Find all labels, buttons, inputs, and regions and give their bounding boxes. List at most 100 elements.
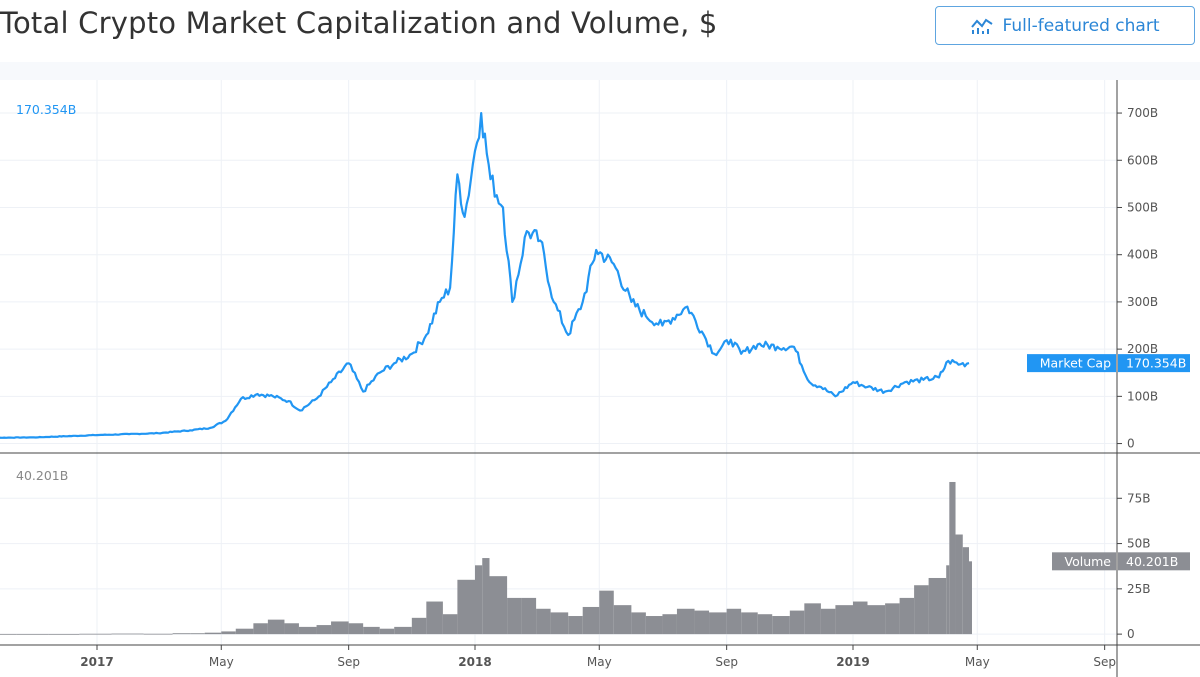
x-tick-label: 2017: [80, 655, 113, 669]
volume-price-label-bg: [1118, 552, 1190, 571]
volume-y-tick-label: 0: [1127, 627, 1135, 641]
x-tick-label: May: [587, 655, 612, 669]
volume-bar: [284, 623, 299, 635]
chart-canvas[interactable]: 2017 May Sep 2018 May Sep 2019 May Sep 0 100B 200B 3…: [0, 80, 1200, 677]
volume-bar: [253, 623, 268, 635]
volume-bar: [955, 534, 963, 635]
full-featured-chart-label: Full-featured chart: [1002, 15, 1160, 36]
volume-bar: [298, 626, 317, 635]
volume-bar: [676, 608, 695, 635]
market-cap-y-tick-label: 0: [1127, 437, 1135, 451]
x-tick-label: Sep: [715, 655, 738, 669]
volume-bar: [204, 632, 222, 635]
volume-bar: [568, 616, 583, 635]
volume-bar: [507, 597, 522, 635]
volume-bar: [899, 597, 915, 635]
volume-bar: [0, 633, 17, 635]
market-cap-label: Market Cap: [1040, 356, 1111, 371]
page-title: Total Crypto Market Capitalization and V…: [0, 6, 718, 40]
volume-bar: [962, 547, 969, 635]
volume-bar: [928, 577, 947, 635]
full-featured-chart-button[interactable]: Full-featured chart: [935, 6, 1195, 45]
volume-bar: [820, 608, 836, 635]
volume-y-tick-label: 50B: [1127, 537, 1151, 551]
market-cap-price-label: 170.354B: [1126, 356, 1186, 371]
market-cap-y-tick-label: 600B: [1127, 153, 1158, 167]
volume-bar: [143, 633, 173, 635]
volume-bar: [521, 597, 537, 635]
market-cap-legend-value: 170.354B: [16, 102, 76, 117]
market-cap-y-tick-label: 100B: [1127, 389, 1158, 403]
market-cap-y-tick-label: 200B: [1127, 342, 1158, 356]
volume-bar: [726, 608, 742, 635]
volume-bar: [550, 612, 569, 635]
market-cap-y-tick-label: 700B: [1127, 106, 1158, 120]
axes: 2017 May Sep 2018 May Sep 2019 May Sep 0 100B 200B 3…: [0, 80, 1200, 677]
volume-bar: [482, 558, 490, 635]
volume-bar: [853, 601, 868, 635]
volume-bar: [804, 603, 821, 635]
volume-bar: [867, 605, 886, 635]
volume-bar: [914, 585, 929, 635]
volume-bar: [48, 633, 80, 635]
volume-bar: [599, 590, 614, 635]
market-cap-label-bg: [1027, 354, 1116, 373]
x-tick-label: 2019: [836, 655, 869, 669]
volume-bar: [221, 631, 236, 635]
market-cap-price-label-bg: [1118, 354, 1190, 373]
market-cap-y-tick-label: 400B: [1127, 248, 1158, 262]
volume-y-tick-label: 25B: [1127, 582, 1151, 596]
volume-bar: [613, 605, 632, 635]
volume-bar: [968, 561, 972, 635]
volume-bar: [835, 605, 853, 635]
volume-bar: [885, 603, 900, 635]
market-cap-y-tick-label: 500B: [1127, 200, 1158, 214]
x-tick-label: Sep: [337, 655, 360, 669]
volume-bar: [316, 625, 332, 635]
grid: [0, 80, 1117, 645]
volume-bar: [946, 565, 950, 635]
volume-bar: [172, 633, 191, 635]
volume-bar: [645, 616, 663, 635]
volume-price-label: 40.201B: [1126, 554, 1178, 569]
market-cap-line: [0, 112, 970, 439]
chart-top-band: [0, 62, 1200, 80]
volume-bar: [475, 565, 483, 635]
chart-line-bars-icon: [970, 18, 993, 34]
volume-bar: [111, 633, 144, 635]
volume-bar: [536, 608, 551, 635]
volume-bar: [348, 623, 364, 635]
volume-bar: [694, 610, 710, 635]
x-tick-label: Sep: [1093, 655, 1116, 669]
volume-bar: [457, 579, 475, 635]
volume-bar: [442, 614, 458, 635]
volume-label: Volume: [1065, 554, 1112, 569]
volume-bar: [757, 614, 773, 635]
volume-bar: [949, 481, 956, 635]
volume-bar: [772, 616, 790, 635]
volume-bar: [394, 626, 412, 635]
plot-background: [0, 80, 1117, 645]
volume-label-bg: [1052, 552, 1116, 571]
volume-bar: [16, 633, 49, 635]
volume-bar: [426, 601, 443, 635]
volume-bar: [267, 619, 285, 635]
volume-bar: [190, 633, 205, 635]
volume-y-tick-label: 75B: [1127, 491, 1151, 505]
volume-bar: [789, 610, 805, 635]
volume-bar: [631, 612, 646, 635]
volume-bar: [363, 626, 380, 635]
volume-bar: [79, 633, 112, 635]
volume-bars: [0, 481, 972, 635]
volume-bar: [741, 612, 758, 635]
volume-bar: [235, 628, 254, 635]
volume-bar: [411, 617, 427, 635]
volume-bar: [379, 628, 395, 635]
x-tick-label: 2018: [458, 655, 491, 669]
x-tick-label: May: [965, 655, 990, 669]
volume-bar: [489, 576, 508, 635]
volume-legend-value: 40.201B: [16, 468, 68, 483]
volume-bar: [709, 612, 727, 635]
x-tick-label: May: [209, 655, 234, 669]
market-cap-y-tick-label: 300B: [1127, 295, 1158, 309]
